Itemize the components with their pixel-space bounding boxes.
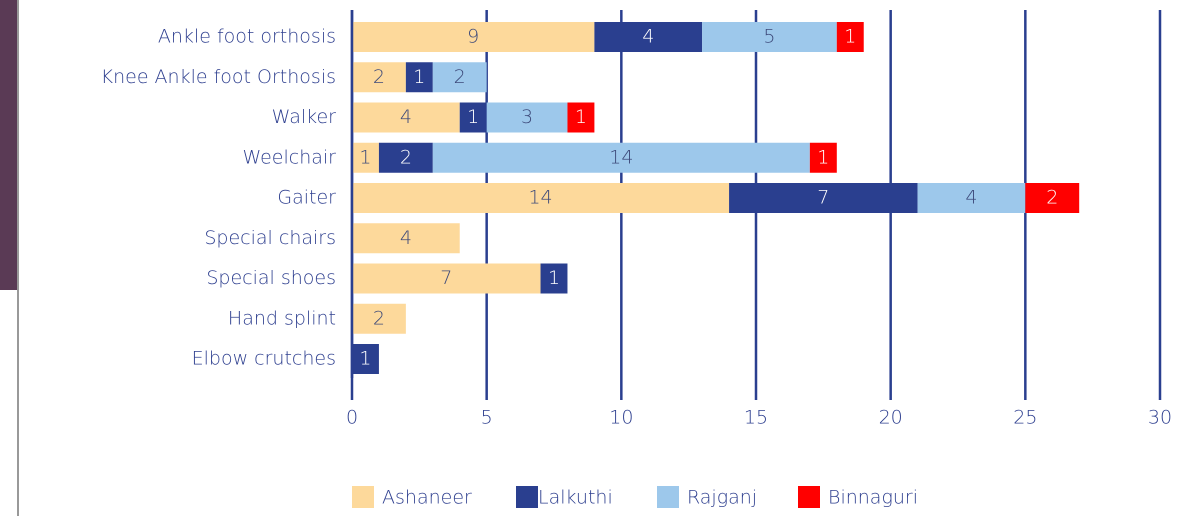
category-label: Hand splint: [228, 307, 336, 329]
bar-segment: [540, 263, 568, 294]
data-label: 2: [1046, 187, 1058, 209]
x-tick-label: 10: [609, 407, 633, 429]
category-label: Special shoes: [206, 267, 336, 289]
data-label: 2: [400, 146, 412, 168]
x-tick-label: 5: [481, 407, 493, 429]
bar-segment: [809, 142, 837, 173]
side-strip: [0, 0, 18, 290]
category-label: Ankle foot orthosis: [158, 26, 336, 48]
bar-segment: [729, 183, 918, 213]
legend-swatch: [657, 486, 679, 508]
data-label: 7: [817, 187, 829, 209]
data-label: 9: [467, 26, 479, 48]
bar-segment: [352, 183, 730, 213]
data-label: 1: [844, 26, 856, 48]
data-label: 2: [454, 66, 466, 88]
x-tick-label: 30: [1148, 407, 1172, 429]
legend-swatch: [516, 486, 538, 508]
bar-segment: [378, 142, 433, 173]
x-tick-label: 20: [879, 407, 903, 429]
x-tick-label: 25: [1013, 407, 1037, 429]
bar-segment: [352, 344, 379, 374]
category-label: Weelchair: [242, 146, 336, 168]
bar-segment: [432, 142, 810, 173]
bar-segment: [352, 102, 460, 133]
legend-label: Binnaguri: [828, 487, 918, 509]
legend-swatch: [352, 486, 374, 508]
bar-segment: [352, 263, 541, 294]
data-label: 4: [642, 26, 654, 48]
category-label: Gaiter: [277, 187, 336, 209]
data-label: 1: [467, 106, 479, 128]
x-tick-label: 0: [346, 407, 358, 429]
bar-segment: [567, 102, 595, 133]
bar-segment: [459, 102, 487, 133]
bar-segment: [917, 183, 1026, 213]
bar-segment: [405, 62, 433, 93]
bar-segment: [352, 142, 379, 173]
data-label: 4: [400, 227, 412, 249]
data-label: 5: [763, 26, 775, 48]
legend-label: Rajganj: [687, 487, 757, 509]
bar-segment: [594, 22, 703, 52]
category-label: Special chairs: [204, 227, 336, 249]
data-label: 14: [528, 187, 552, 209]
bar-segment: [836, 22, 864, 52]
bar-segment: [352, 223, 460, 254]
bar-segment: [702, 22, 837, 52]
data-label: 14: [609, 146, 633, 168]
legend-label: Ashaneer: [382, 487, 472, 509]
bar-segment: [352, 22, 595, 52]
data-label: 2: [373, 307, 385, 329]
bar-segment: [1025, 183, 1080, 213]
bar-segment: [486, 102, 568, 133]
data-label: 1: [359, 146, 371, 168]
bar-segment: [432, 62, 487, 93]
bar-segment: [352, 62, 406, 93]
data-label: 4: [400, 106, 412, 128]
category-label: Knee Ankle foot Orthosis: [101, 66, 336, 88]
category-label: Walker: [272, 106, 337, 128]
legend-swatch: [798, 486, 820, 508]
bar-segment: [352, 303, 406, 334]
category-label: Elbow crutches: [192, 348, 336, 370]
data-label: 1: [359, 348, 371, 370]
data-label: 1: [575, 106, 587, 128]
data-label: 1: [548, 267, 560, 289]
data-label: 1: [817, 146, 829, 168]
data-label: 7: [440, 267, 452, 289]
data-label: 3: [521, 106, 533, 128]
data-label: 1: [413, 66, 425, 88]
data-label: 2: [373, 66, 385, 88]
legend-label: Lalkuthi: [538, 487, 613, 509]
data-label: 4: [965, 187, 977, 209]
x-tick-label: 15: [744, 407, 768, 429]
